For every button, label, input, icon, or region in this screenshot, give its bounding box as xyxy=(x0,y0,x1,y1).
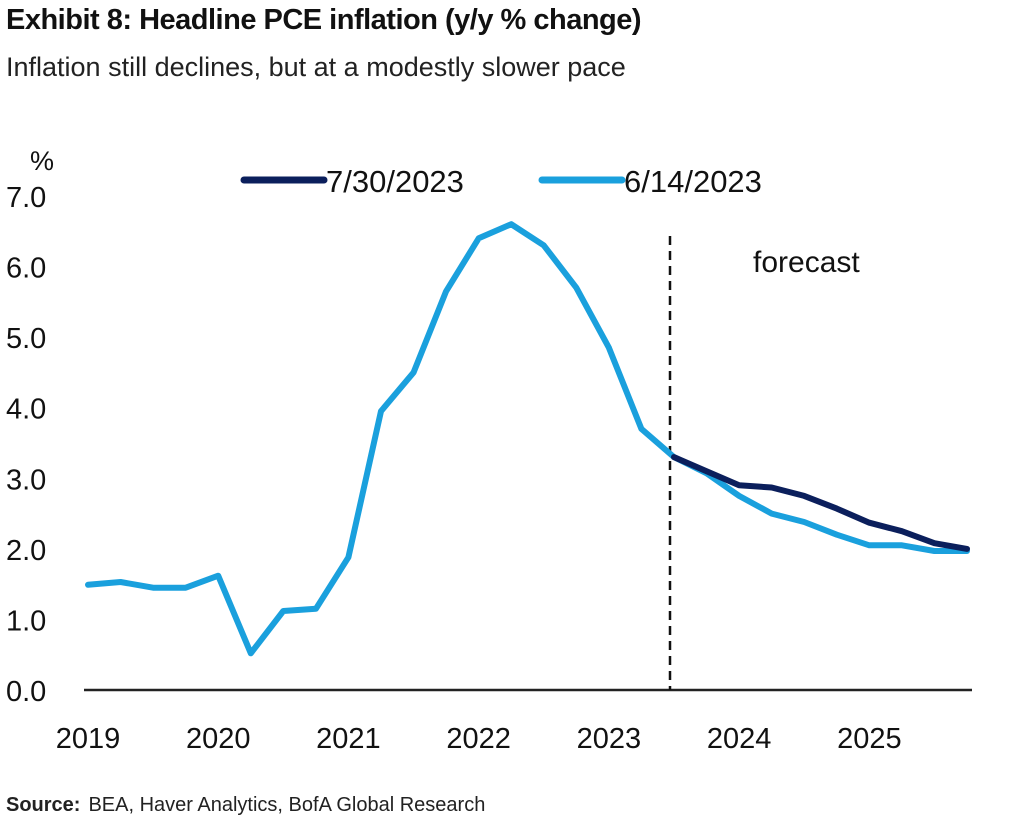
x-tick-label: 2025 xyxy=(837,723,902,755)
x-tick-label: 2024 xyxy=(707,723,772,755)
y-tick-label: 4.0 xyxy=(6,394,46,426)
source-text: BEA, Haver Analytics, BofA Global Resear… xyxy=(88,794,486,816)
source-label: Source: xyxy=(6,794,81,816)
legend-label: 7/30/2023 xyxy=(326,164,464,199)
x-tick-label: 2023 xyxy=(577,723,642,755)
y-tick-label: 5.0 xyxy=(6,323,46,355)
x-tick-label: 2021 xyxy=(316,723,381,755)
y-tick-label: 2.0 xyxy=(6,535,46,567)
legend-label: 6/14/2023 xyxy=(624,164,762,199)
series-layer xyxy=(85,221,970,657)
x-tick-label: 2020 xyxy=(186,723,251,755)
x-tick-label: 2019 xyxy=(56,723,121,755)
legend: 7/30/2023 6/14/2023 xyxy=(240,164,762,199)
y-tick-label: 3.0 xyxy=(6,464,46,496)
chart-subtitle: Inflation still declines, but at a modes… xyxy=(6,52,626,82)
y-axis-unit-label: % xyxy=(30,146,54,176)
y-axis: 0.0 1.0 2.0 3.0 4.0 5.0 6.0 7.0 xyxy=(6,182,46,708)
y-tick-label: 7.0 xyxy=(6,182,46,214)
source-note: Source: BEA, Haver Analytics, BofA Global… xyxy=(6,794,485,817)
series-line-6-14-2023 xyxy=(85,221,970,657)
y-tick-label: 1.0 xyxy=(6,605,46,637)
x-tick-label: 2022 xyxy=(446,723,511,755)
y-tick-label: 0.0 xyxy=(6,676,46,708)
y-tick-label: 6.0 xyxy=(6,253,46,285)
series-line-7-30-2023 xyxy=(671,454,970,552)
x-axis: 2019 2020 2021 2022 2023 2024 2025 xyxy=(56,723,902,755)
forecast-annotation: forecast xyxy=(753,246,860,279)
chart-title: Exhibit 8: Headline PCE inflation (y/y %… xyxy=(6,4,642,36)
